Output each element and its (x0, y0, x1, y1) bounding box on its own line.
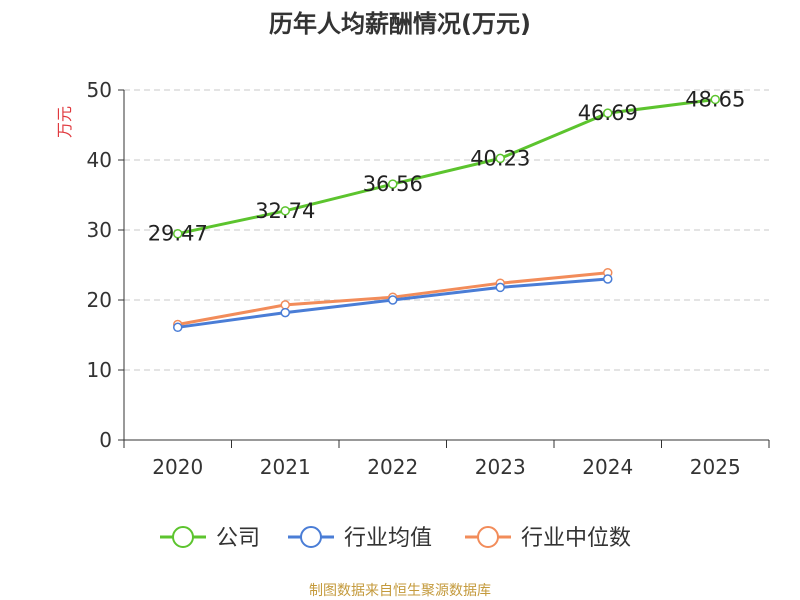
data-point (173, 322, 183, 333)
data-label: 40.23 (470, 146, 530, 170)
x-tick-label: 2024 (582, 455, 633, 479)
legend-marker (300, 526, 322, 548)
legend-marker (477, 526, 499, 548)
data-labels: 29.47 32.74 36.56 40.23 46.69 48.65 (148, 87, 746, 245)
x-tick-label: 2023 (475, 455, 526, 479)
series-line-公司 (177, 97, 716, 236)
y-axis-label: 万元 (55, 106, 74, 138)
data-point (173, 228, 183, 239)
data-label: 46.69 (578, 101, 638, 125)
data-point (280, 300, 290, 310)
source-note: 制图数据来自恒生聚源数据库 (309, 583, 491, 599)
data-point (280, 307, 290, 318)
legend[interactable]: 公司 行业均值 行业中位数 (160, 526, 631, 551)
data-point (388, 179, 398, 189)
data-point (495, 282, 505, 293)
legend-item-公司[interactable]: 公司 (160, 526, 260, 551)
data-point (280, 206, 290, 216)
y-tick-label: 50 (87, 78, 112, 102)
data-point (388, 295, 398, 305)
legend-label: 公司 (216, 526, 260, 551)
x-ticks: 2020 2021 2022 2023 2024 2025 (123, 440, 770, 479)
series-group (173, 94, 720, 333)
x-tick-label: 2025 (690, 455, 741, 479)
x-tick-label: 2021 (260, 455, 311, 479)
x-tick-label: 2020 (152, 455, 203, 479)
y-tick-label: 0 (99, 428, 112, 452)
legend-label: 行业均值 (344, 526, 432, 551)
axes (123, 90, 769, 441)
x-tick-label: 2022 (367, 455, 418, 479)
data-point (603, 108, 613, 118)
legend-marker (172, 526, 194, 548)
data-label: 29.47 (148, 222, 208, 246)
legend-item-行业均值[interactable]: 行业均值 (288, 526, 432, 551)
y-tick-label: 10 (87, 358, 112, 382)
legend-item-行业中位数[interactable]: 行业中位数 (465, 526, 631, 551)
y-ticks: 0 10 20 30 40 50 (87, 78, 124, 452)
y-tick-label: 40 (87, 148, 112, 172)
y-tick-label: 30 (87, 218, 112, 242)
gridlines (124, 89, 769, 371)
y-tick-label: 20 (87, 288, 112, 312)
data-point (495, 153, 505, 164)
data-label: 36.56 (363, 172, 423, 196)
chart-title: 历年人均薪酬情况(万元) (269, 10, 531, 38)
data-point (710, 94, 720, 105)
data-label: 48.65 (685, 87, 745, 111)
data-point (603, 274, 613, 284)
data-label: 32.74 (255, 199, 315, 223)
legend-label: 行业中位数 (521, 526, 631, 551)
